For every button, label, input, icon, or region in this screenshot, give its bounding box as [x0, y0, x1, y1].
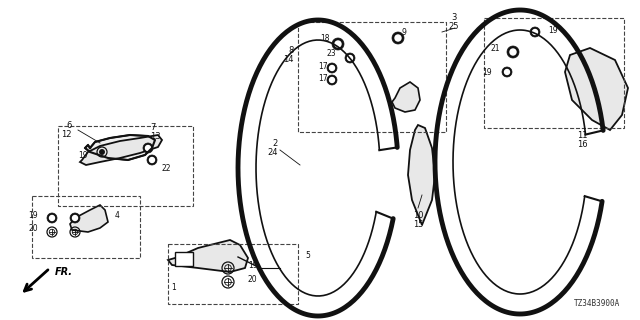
Text: 20: 20 [248, 276, 258, 284]
Circle shape [47, 213, 57, 223]
Text: 1: 1 [172, 284, 177, 292]
Circle shape [147, 155, 157, 165]
Polygon shape [80, 135, 162, 165]
Bar [58, 126, 193, 206]
Text: 11
16: 11 16 [577, 131, 588, 149]
Circle shape [49, 215, 54, 220]
Circle shape [507, 46, 519, 58]
Circle shape [348, 55, 353, 60]
Polygon shape [392, 82, 420, 112]
Text: 10
15: 10 15 [413, 211, 423, 229]
Circle shape [504, 69, 509, 75]
Bar [168, 244, 298, 304]
Text: 19: 19 [28, 211, 38, 220]
Bar [484, 18, 624, 128]
Circle shape [345, 53, 355, 63]
Circle shape [143, 143, 153, 153]
Bar [175, 252, 193, 266]
Circle shape [327, 63, 337, 73]
Circle shape [502, 67, 512, 77]
Circle shape [327, 75, 337, 85]
Text: 3
25: 3 25 [449, 13, 460, 31]
Circle shape [330, 66, 335, 70]
Circle shape [530, 27, 540, 37]
Circle shape [330, 77, 335, 83]
Text: 8
14: 8 14 [284, 46, 294, 64]
Text: 17: 17 [318, 61, 328, 70]
Text: 4: 4 [115, 211, 120, 220]
Text: 18: 18 [321, 34, 330, 43]
Text: 20: 20 [28, 223, 38, 233]
Polygon shape [168, 240, 248, 272]
Circle shape [145, 146, 150, 150]
Circle shape [100, 150, 104, 154]
Text: 23: 23 [326, 49, 336, 58]
Circle shape [335, 41, 341, 47]
Circle shape [332, 38, 344, 50]
Text: 21: 21 [490, 44, 500, 52]
Text: TZ34B3900A: TZ34B3900A [573, 299, 620, 308]
Polygon shape [408, 125, 435, 225]
Text: 2
24: 2 24 [268, 139, 278, 157]
Text: 19: 19 [78, 150, 88, 159]
Circle shape [72, 215, 77, 220]
Text: 6
12: 6 12 [61, 121, 72, 139]
Text: FR.: FR. [55, 267, 73, 277]
Text: 19: 19 [548, 26, 557, 35]
Polygon shape [70, 205, 108, 232]
Text: 22: 22 [162, 164, 172, 172]
Circle shape [532, 29, 538, 35]
Text: 5: 5 [305, 251, 310, 260]
Text: 19: 19 [248, 260, 258, 269]
Polygon shape [85, 135, 155, 160]
Circle shape [70, 213, 80, 223]
Bar [298, 22, 446, 132]
Bar [32, 196, 140, 258]
Text: 19: 19 [483, 68, 492, 76]
Circle shape [395, 35, 401, 41]
Text: 7
13: 7 13 [150, 123, 161, 141]
Polygon shape [565, 48, 628, 130]
Circle shape [150, 157, 154, 163]
Circle shape [510, 49, 516, 55]
Text: 9: 9 [401, 28, 406, 36]
Text: 17: 17 [318, 74, 328, 83]
Circle shape [392, 32, 404, 44]
